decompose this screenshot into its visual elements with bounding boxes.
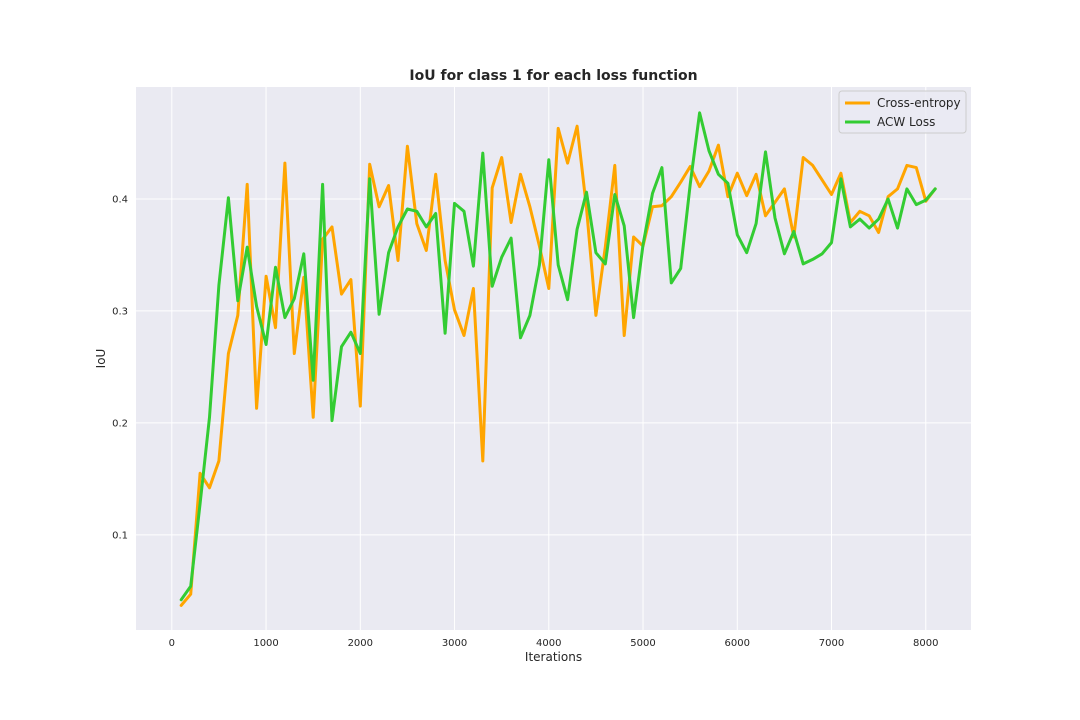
x-tick-label: 6000 <box>725 638 750 649</box>
x-axis-label: Iterations <box>525 650 582 664</box>
y-tick-label: 0.2 <box>112 418 128 429</box>
legend: Cross-entropy ACW Loss <box>838 90 967 134</box>
legend-label-cross-entropy: Cross-entropy <box>877 96 961 110</box>
x-tick-label: 4000 <box>536 638 561 649</box>
series-line-cross-entropy <box>179 124 937 607</box>
series-lines <box>179 111 937 607</box>
y-axis-label: IoU <box>94 349 108 369</box>
x-tick-label: 7000 <box>819 638 844 649</box>
x-tick-label: 1000 <box>253 638 278 649</box>
chart-title: IoU for class 1 for each loss function <box>409 68 697 84</box>
x-tick-labels: 0 1000 2000 3000 4000 5000 6000 7000 8000 <box>169 638 939 649</box>
y-tick-label: 0.3 <box>112 306 128 317</box>
series-line-acw-loss <box>179 111 937 602</box>
legend-box <box>838 90 967 134</box>
y-tick-label: 0.4 <box>112 194 128 205</box>
x-tick-label: 0 <box>169 638 175 649</box>
x-tick-label: 2000 <box>348 638 373 649</box>
grid <box>136 87 971 630</box>
y-tick-labels: 0.1 0.2 0.3 0.4 <box>112 194 128 541</box>
legend-label-acw-loss: ACW Loss <box>877 115 935 129</box>
y-tick-label: 0.1 <box>112 530 128 541</box>
x-tick-label: 3000 <box>442 638 467 649</box>
x-tick-label: 8000 <box>913 638 938 649</box>
x-tick-label: 5000 <box>630 638 655 649</box>
